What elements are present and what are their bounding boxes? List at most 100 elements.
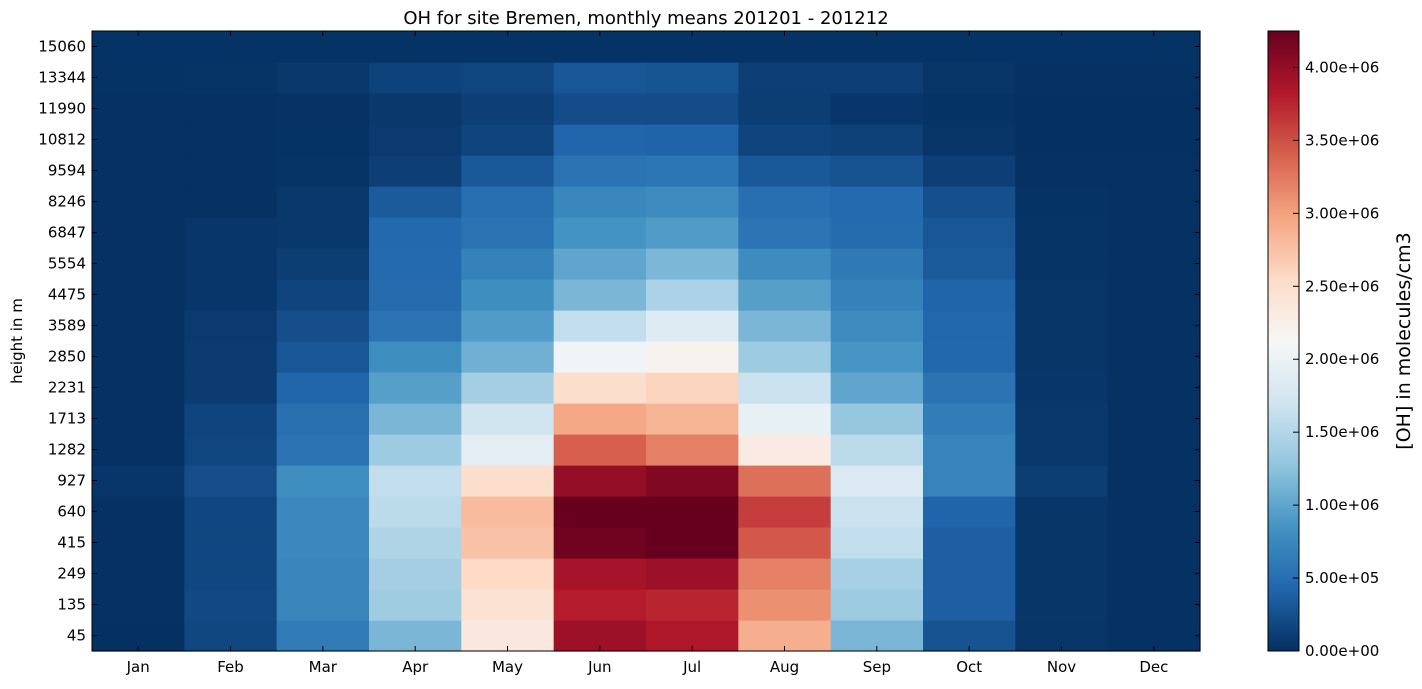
heatmap-cell xyxy=(923,93,1016,125)
heatmap-cell xyxy=(184,372,278,404)
heatmap-cell xyxy=(369,496,462,528)
heatmap-cell xyxy=(461,93,555,125)
heatmap-cell xyxy=(553,341,647,373)
heatmap-cell xyxy=(738,372,832,404)
heatmap-cell xyxy=(646,434,739,466)
chart-title: OH for site Bremen, monthly means 201201… xyxy=(403,8,888,29)
heatmap-cell xyxy=(461,186,555,218)
heatmap-cell xyxy=(553,403,647,435)
heatmap-cell xyxy=(1015,341,1109,373)
heatmap-cell xyxy=(830,558,924,590)
heatmap-cell xyxy=(923,465,1016,497)
heatmap-cell xyxy=(461,403,555,435)
heatmap-cell xyxy=(92,93,185,125)
heatmap-cell xyxy=(1107,62,1201,94)
heatmap-cell xyxy=(184,124,278,156)
heatmap-cell xyxy=(738,62,832,94)
heatmap-cell xyxy=(1015,217,1109,249)
heatmap-cell xyxy=(646,279,739,311)
heatmap-cell xyxy=(923,589,1016,621)
heatmap-cell xyxy=(1015,31,1109,63)
heatmap-cell xyxy=(646,310,739,342)
y-tick-label: 4475 xyxy=(48,286,86,304)
heatmap-cell xyxy=(923,31,1016,63)
heatmap-cell xyxy=(276,558,370,590)
heatmap-cell xyxy=(1107,186,1201,218)
heatmap-cell xyxy=(369,558,462,590)
x-tick-label: Oct xyxy=(956,658,982,676)
heatmap-cell xyxy=(461,279,555,311)
heatmap-cell xyxy=(184,341,278,373)
heatmap-cell xyxy=(184,248,278,280)
heatmap-cell xyxy=(738,93,832,125)
heatmap-cell xyxy=(553,186,647,218)
x-tick-label: Mar xyxy=(309,658,338,676)
heatmap-cell xyxy=(276,434,370,466)
x-tick-label: Nov xyxy=(1047,658,1076,676)
heatmap-cell xyxy=(1015,248,1109,280)
heatmap-cell xyxy=(553,434,647,466)
heatmap-cell xyxy=(923,62,1016,94)
heatmap-cell xyxy=(276,62,370,94)
heatmap-cell xyxy=(184,589,278,621)
colorbar-tick-label: 4.00e+06 xyxy=(1305,58,1379,76)
heatmap-cell xyxy=(553,248,647,280)
heatmap-cell xyxy=(923,527,1016,559)
heatmap-cell xyxy=(92,589,185,621)
heatmap-cell xyxy=(646,589,739,621)
heatmap-cell xyxy=(92,341,185,373)
heatmap-cell xyxy=(646,186,739,218)
heatmap-cell xyxy=(1107,465,1201,497)
heatmap-cell xyxy=(830,31,924,63)
heatmap-cell xyxy=(1107,248,1201,280)
heatmap-cell xyxy=(369,62,462,94)
y-axis-label: height in m xyxy=(8,298,26,384)
heatmap-cell xyxy=(553,93,647,125)
heatmap-cell xyxy=(738,341,832,373)
heatmap-cell xyxy=(461,558,555,590)
heatmap-cell xyxy=(646,248,739,280)
y-tick-label: 3589 xyxy=(48,317,86,335)
colorbar xyxy=(1267,30,1300,652)
heatmap-cell xyxy=(184,155,278,187)
y-tick-label: 1713 xyxy=(48,410,86,428)
heatmap-cell xyxy=(461,155,555,187)
heatmap-cell xyxy=(1015,589,1109,621)
heatmap-cell xyxy=(92,434,185,466)
heatmap-cell xyxy=(92,248,185,280)
heatmap-cell xyxy=(738,496,832,528)
heatmap-cell xyxy=(553,527,647,559)
heatmap-cell xyxy=(830,93,924,125)
heatmap-cell xyxy=(923,124,1016,156)
heatmap-cell xyxy=(738,186,832,218)
y-tick-label: 10812 xyxy=(38,131,86,149)
heatmap-cell xyxy=(830,465,924,497)
y-tick-label: 5554 xyxy=(48,255,86,273)
heatmap-cell xyxy=(923,496,1016,528)
heatmap-cell xyxy=(369,589,462,621)
heatmap-cell xyxy=(1015,155,1109,187)
heatmap-cell xyxy=(646,558,739,590)
heatmap-cell xyxy=(184,558,278,590)
plot-frame xyxy=(91,30,1201,652)
heatmap-cell xyxy=(92,62,185,94)
heatmap-cell xyxy=(553,31,647,63)
heatmap-cell xyxy=(276,527,370,559)
heatmap-cell xyxy=(369,31,462,63)
heatmap-cell xyxy=(276,93,370,125)
x-tick-label: Feb xyxy=(217,658,244,676)
heatmap-cell xyxy=(923,341,1016,373)
heatmap-cell xyxy=(92,372,185,404)
heatmap-cell xyxy=(184,62,278,94)
heatmap-cell xyxy=(553,155,647,187)
heatmap-cell xyxy=(646,124,739,156)
heatmap-cell xyxy=(184,496,278,528)
heatmap-cell xyxy=(184,93,278,125)
heatmap-cell xyxy=(461,310,555,342)
heatmap-cell xyxy=(276,465,370,497)
heatmap-cell xyxy=(92,465,185,497)
heatmap-cell xyxy=(276,403,370,435)
heatmap-cell xyxy=(369,465,462,497)
heatmap-cell xyxy=(738,124,832,156)
heatmap-cell xyxy=(646,527,739,559)
